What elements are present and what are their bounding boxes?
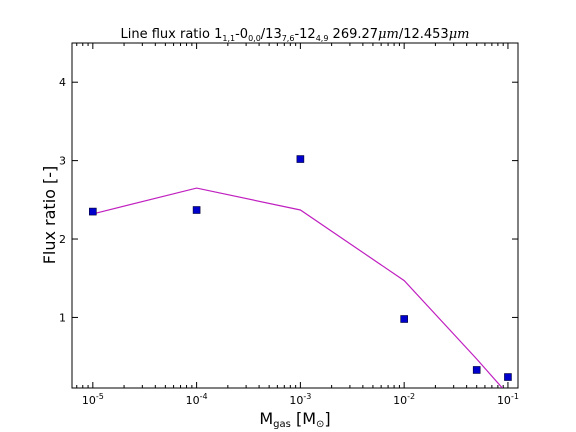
data-point-square — [400, 315, 408, 323]
x-axis-label: Mgas [M⊙] — [259, 409, 330, 430]
y-tick-labels: 1 2 3 4 — [59, 76, 66, 324]
data-point-square — [296, 155, 305, 163]
y-tick-label: 3 — [59, 155, 66, 168]
data-point-square — [89, 207, 97, 216]
x-tick-label: 10-1 — [497, 392, 519, 407]
chart-title: Line flux ratio 11,1-00,0/137,6-124,9 26… — [121, 27, 470, 43]
x-tick-label: 10-5 — [82, 392, 104, 407]
series-line-group — [92, 187, 504, 388]
y-tick-label: 2 — [59, 233, 66, 246]
x-tick-label: 10-2 — [393, 392, 415, 407]
x-tick-label: 10-3 — [289, 392, 311, 407]
data-point-square — [472, 366, 481, 374]
y-tick-label: 4 — [59, 76, 66, 89]
data-point-square — [192, 206, 201, 214]
axis-ticks — [72, 43, 518, 388]
y-tick-label: 1 — [59, 311, 66, 324]
x-tick-labels: 10-5 10-4 10-3 10-2 10-1 — [82, 392, 519, 407]
series-points-group — [89, 155, 512, 381]
y-axis-label: Flux ratio [-] — [40, 166, 59, 265]
plot-area-frame — [71, 42, 519, 389]
model-line — [92, 187, 504, 388]
x-tick-label: 10-4 — [186, 392, 208, 407]
data-point-square — [504, 373, 512, 381]
